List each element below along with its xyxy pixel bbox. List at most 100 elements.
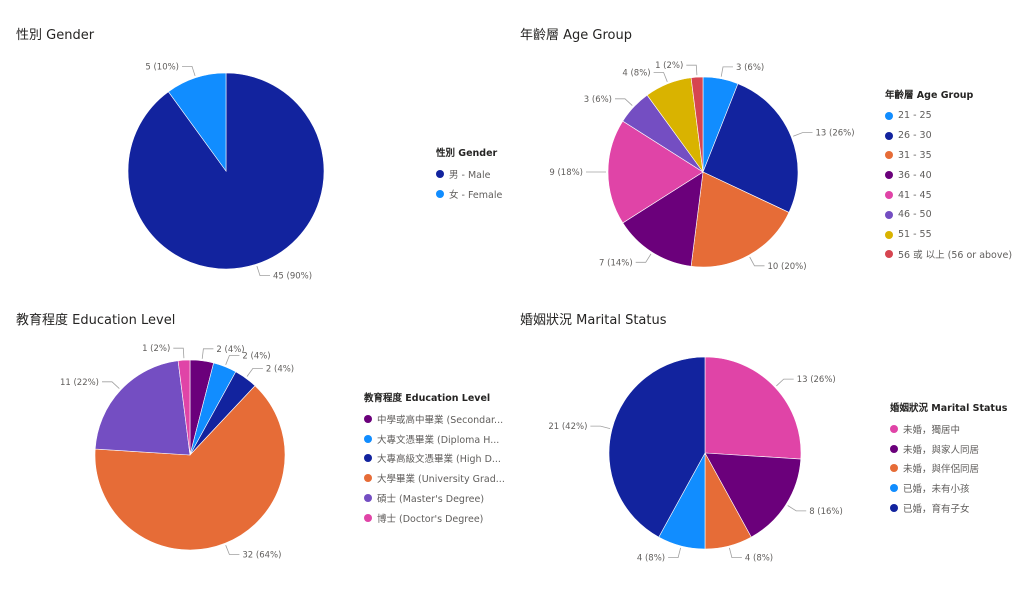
legend-item[interactable]: 56 或 以上 (56 or above) — [885, 245, 1012, 265]
legend-item[interactable]: 已婚，育有子女 — [890, 498, 1007, 518]
data-label: 8 (16%) — [809, 507, 843, 517]
legend-item[interactable]: 已婚，未有小孩 — [890, 478, 1007, 498]
legend-marker — [885, 111, 893, 120]
data-label: 2 (4%) — [216, 345, 244, 355]
legend-marker — [890, 424, 898, 433]
pie-slice[interactable] — [94, 385, 286, 551]
legend-label: 大學畢業 (University Grad... — [377, 474, 505, 486]
legend-label: 41 - 45 — [898, 189, 932, 201]
age-group-legend: 年齡層 Age Group 21 - 25 26 - 30 31 - 35 36 - … — [885, 87, 1012, 264]
legend-item[interactable]: 41 - 45 — [885, 185, 1012, 205]
data-label: 3 (6%) — [736, 63, 764, 73]
pie-slice[interactable] — [94, 360, 191, 456]
data-label: 4 (8%) — [745, 554, 773, 564]
legend-label: 博士 (Doctor's Degree) — [377, 513, 484, 525]
legend-label: 大專文憑畢業 (Diploma H... — [377, 434, 500, 446]
legend-item[interactable]: 博士 (Doctor's Degree) — [364, 508, 514, 528]
education-level-chart-panel: 教育程度 Education Level 2 (4%) 2 (4%) 2 (4%) 3… — [0, 303, 516, 593]
legend-marker — [890, 444, 898, 453]
legend-label: 未婚，與家人同居 — [903, 444, 980, 456]
legend-marker — [364, 513, 372, 522]
pie-slice[interactable] — [622, 171, 704, 267]
legend-item[interactable]: 26 - 30 — [885, 126, 1012, 146]
legend-label: 已婚，未有小孩 — [903, 484, 970, 496]
legend-title: 教育程度 Education Level — [364, 393, 491, 404]
legend-marker — [436, 169, 444, 178]
data-label-leader — [720, 66, 733, 77]
legend-item[interactable]: 大專文憑畢業 (Diploma H... — [364, 429, 514, 449]
legend-item[interactable]: 碩士 (Master's Degree) — [364, 488, 514, 508]
data-label: 10 (20%) — [768, 262, 807, 272]
data-label: 2 (4%) — [242, 352, 270, 362]
legend-marker — [885, 191, 893, 200]
chart-title: 教育程度 Education Level — [16, 313, 176, 328]
legend-label: 女 - Female — [449, 189, 503, 201]
pie-slice[interactable] — [690, 171, 790, 268]
pie-slice[interactable] — [608, 356, 706, 538]
legend-label: 56 或 以上 (56 or above) — [898, 250, 1013, 262]
legend-marker — [890, 464, 898, 473]
legend-label: 男 - Male — [449, 169, 491, 181]
legend-title: 性別 Gender — [436, 148, 498, 159]
pie-slice[interactable] — [702, 83, 799, 213]
data-label-leader — [173, 347, 185, 359]
legend-item[interactable]: 中學或高中畢業 (Secondar... — [364, 409, 514, 429]
legend-marker — [364, 494, 372, 503]
legend-marker — [364, 434, 372, 443]
data-label: 1 (2%) — [655, 61, 683, 71]
legend-title: 婚姻狀況 Marital Status — [890, 403, 1008, 414]
legend-item[interactable]: 46 - 50 — [885, 205, 1012, 225]
legend-item[interactable]: 女 - Female — [436, 184, 502, 204]
chart-title: 婚姻狀況 Marital Status — [520, 313, 667, 328]
pie-slice[interactable] — [177, 359, 191, 456]
legend-item[interactable]: 大專高級文憑畢業 (High D... — [364, 449, 514, 469]
chart-title: 性別 Gender — [16, 28, 95, 43]
data-label: 13 (26%) — [797, 375, 836, 385]
data-label-leader — [225, 355, 240, 365]
gender-pie-chart: 45 (90%) 5 (10%) — [127, 62, 325, 282]
data-label-leader — [182, 66, 196, 77]
pie-slice[interactable] — [704, 452, 802, 538]
data-label: 1 (2%) — [142, 344, 170, 354]
legend-label: 26 - 30 — [898, 130, 932, 142]
legend-item[interactable]: 36 - 40 — [885, 165, 1012, 185]
data-label: 45 (90%) — [273, 272, 312, 282]
legend-item[interactable]: 31 - 35 — [885, 146, 1012, 166]
legend-marker — [364, 414, 372, 423]
legend-item[interactable]: 男 - Male — [436, 164, 502, 184]
legend-marker — [890, 484, 898, 493]
data-label-leader — [615, 98, 633, 106]
age-group-pie-chart: 3 (6%) 13 (26%) 10 (20%) 7 (14%) 9 (18%) 3 (6… — [549, 61, 854, 272]
legend-marker — [885, 151, 893, 160]
pie-slice[interactable] — [690, 76, 704, 173]
legend-item[interactable]: 大學畢業 (University Grad... — [364, 468, 514, 488]
data-label: 7 (14%) — [599, 258, 633, 268]
pie-slice[interactable] — [607, 120, 704, 224]
legend-marker — [885, 171, 893, 180]
legend-item[interactable]: 21 - 25 — [885, 106, 1012, 126]
legend-marker — [890, 504, 898, 513]
marital-status-pie-chart: 13 (26%) 8 (16%) 4 (8%) 4 (8%) 21 (42%) — [548, 356, 843, 564]
education-level-legend: 教育程度 Education Level 中學或高中畢業 (Secondar..… — [364, 390, 514, 528]
data-label-leader — [729, 547, 742, 559]
data-label-leader — [102, 381, 120, 389]
legend-marker — [885, 230, 893, 239]
pie-slice[interactable] — [167, 72, 227, 172]
legend-label: 21 - 25 — [898, 110, 932, 122]
legend-marker — [364, 454, 372, 463]
legend-marker — [436, 189, 444, 198]
marital-status-chart-panel: 婚姻狀況 Marital Status 13 (26%) 8 (16%) 4 (8%… — [504, 303, 1020, 593]
pie-slice[interactable] — [704, 356, 802, 460]
legend-item[interactable]: 51 - 55 — [885, 225, 1012, 245]
data-label: 2 (4%) — [266, 364, 294, 374]
legend-item[interactable]: 未婚，與家人同居 — [890, 439, 1007, 459]
gender-chart-panel: 性別 Gender 45 (90%) 5 (10%) 性別 Gender 男 - … — [0, 18, 516, 308]
legend-item[interactable]: 未婚，獨居中 — [890, 419, 1007, 439]
data-label: 9 (18%) — [549, 168, 583, 178]
data-label-leader — [225, 545, 240, 555]
legend-marker — [885, 250, 893, 259]
data-label: 5 (10%) — [145, 62, 179, 72]
legend-label: 未婚，與伴侶同居 — [903, 464, 980, 476]
legend-item[interactable]: 未婚，與伴侶同居 — [890, 459, 1007, 479]
chart-title: 年齡層 Age Group — [520, 28, 632, 43]
